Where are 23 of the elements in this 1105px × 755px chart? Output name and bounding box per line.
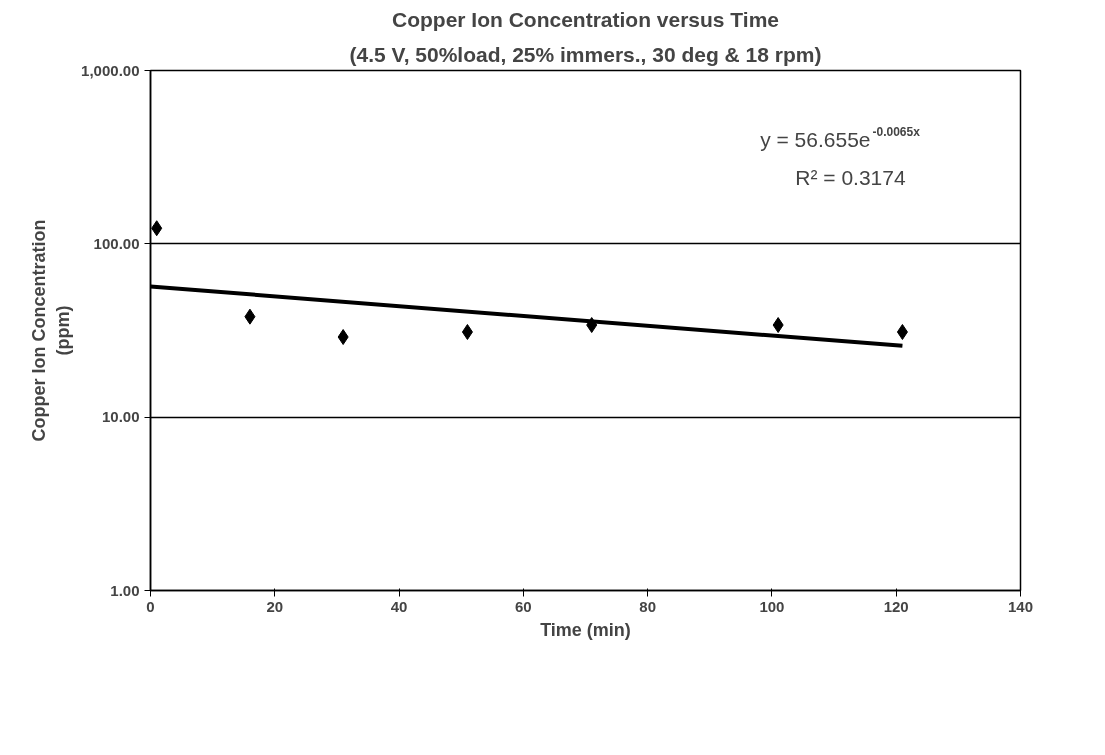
x-axis-title: Time (min) — [540, 619, 631, 640]
y-axis-title: Copper Ion Concentration (ppm) — [29, 219, 74, 442]
x-tick-label: 20 — [266, 597, 284, 615]
point — [461, 324, 473, 340]
point — [772, 317, 784, 334]
x-tick-label: 80 — [639, 597, 656, 615]
y-tick-label: 10.00 — [101, 408, 140, 426]
x-tick-label: 120 — [883, 597, 909, 615]
chart-title: Copper Ion Concentration versus Time — [391, 7, 780, 31]
x-tick-label: 60 — [515, 597, 532, 615]
y-tick-label: 100.00 — [93, 234, 140, 252]
annotation: R² = 0.3174 — [795, 165, 906, 189]
y-tick-label: 1.00 — [110, 581, 140, 599]
x-tick-label: 140 — [1007, 597, 1034, 615]
x-tick-label: 0 — [146, 597, 155, 615]
x-tick-label: 100 — [759, 597, 785, 615]
point — [896, 324, 908, 340]
y-tick-label: 1,000.00 — [81, 61, 140, 79]
chart-subtitle: (4.5 V, 50%load, 25% immers., 30 deg & 18 rpm) — [349, 42, 822, 66]
x-tick-label: 40 — [390, 597, 408, 615]
point — [244, 308, 256, 325]
point — [151, 220, 163, 237]
point — [337, 329, 349, 346]
